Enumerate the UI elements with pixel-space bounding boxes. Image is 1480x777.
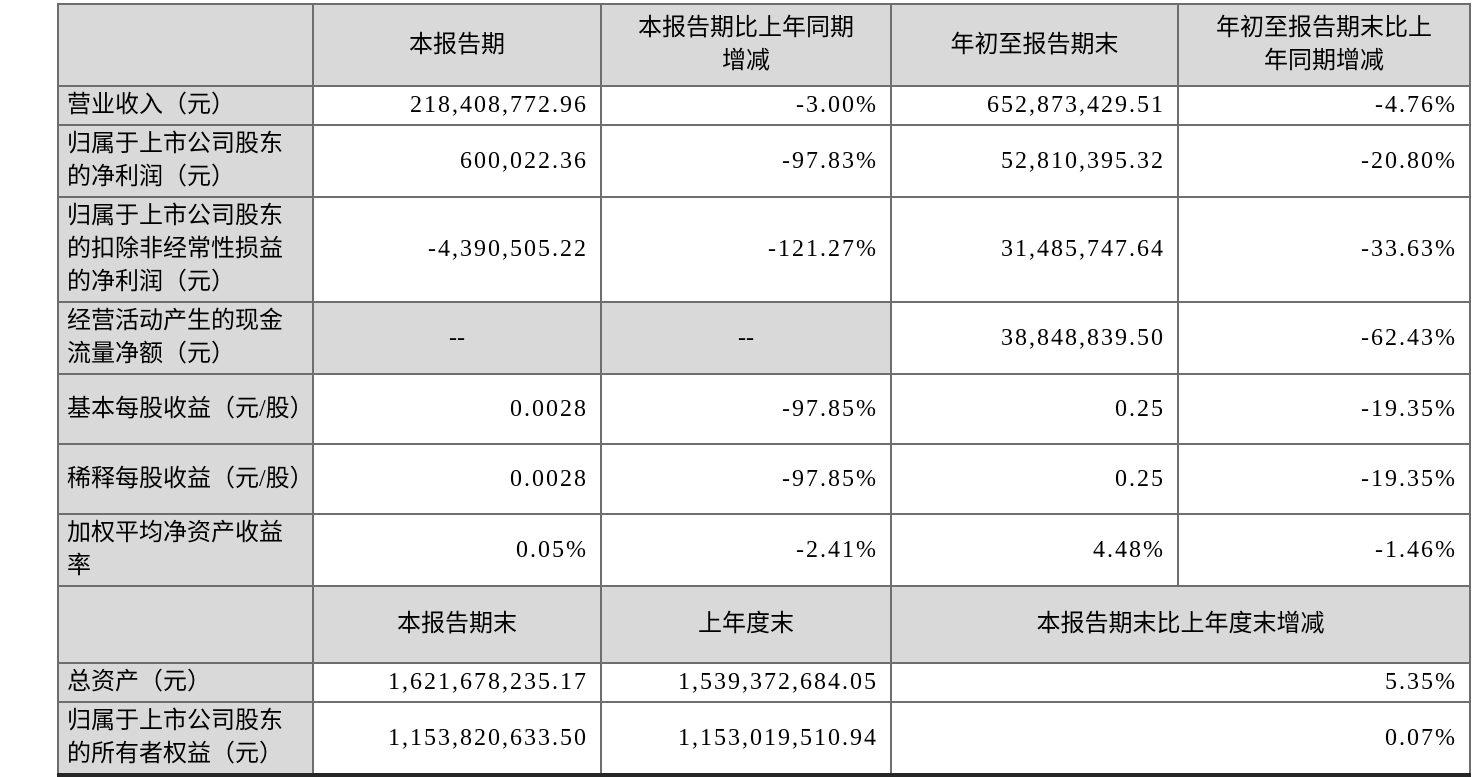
value-cell: -2.41%: [600, 513, 892, 587]
value-cell: -97.85%: [600, 443, 892, 515]
header-label: 本报告期比上年同期增减: [638, 15, 854, 74]
header-period-end-vs-prior-year-change: 本报告期末比上年度末增减: [890, 585, 1471, 664]
row-label: 稀释每股收益（元/股）: [57, 443, 314, 515]
table-row-diluted-eps: 稀释每股收益（元/股） 0.0028 -97.85% 0.25 -19.35%: [57, 443, 1471, 515]
value-cell: 1,621,678,235.17: [312, 662, 602, 703]
row-label: 归属于上市公司股东的净利润（元）: [57, 124, 314, 198]
row-label: 总资产（元）: [57, 662, 314, 703]
row-label: 归属于上市公司股东的扣除非经常性损益的净利润（元）: [57, 196, 314, 303]
header-label: 年初至报告期末比上年同期增减: [1216, 15, 1432, 74]
header-ytd: 年初至报告期末: [890, 3, 1179, 87]
header-label: 年初至报告期末: [950, 31, 1119, 58]
value-cell: 0.25: [890, 373, 1179, 445]
header-label: 上年度末: [698, 611, 794, 637]
table-row-operating-revenue: 营业收入（元） 218,408,772.96 -3.00% 652,873,42…: [57, 85, 1471, 126]
value-cell: -19.35%: [1177, 443, 1471, 515]
header-label: 本报告期: [409, 31, 505, 58]
value-cell: -4,390,505.22: [312, 196, 602, 303]
section2-header-row: 本报告期末 上年度末 本报告期末比上年度末增减: [57, 585, 1471, 664]
table-row-total-assets: 总资产（元） 1,621,678,235.17 1,539,372,684.05…: [57, 662, 1471, 703]
corner-cell: [57, 585, 314, 664]
value-cell: 0.0028: [312, 443, 602, 515]
row-label: 营业收入（元）: [57, 85, 314, 126]
row-label: 基本每股收益（元/股）: [57, 373, 314, 445]
header-end-of-prior-year: 上年度末: [600, 585, 892, 664]
value-cell: 1,153,019,510.94: [600, 701, 892, 777]
row-label: 经营活动产生的现金流量净额（元）: [57, 301, 314, 375]
value-cell: 1,539,372,684.05: [600, 662, 892, 703]
header-end-of-period: 本报告期末: [312, 585, 602, 664]
value-cell-empty: --: [600, 301, 892, 375]
corner-cell: [57, 3, 314, 87]
value-cell: 600,022.36: [312, 124, 602, 198]
row-label: 归属于上市公司股东的所有者权益（元）: [57, 701, 314, 777]
table-row-owners-equity: 归属于上市公司股东的所有者权益（元） 1,153,820,633.50 1,15…: [57, 701, 1471, 777]
value-cell: 31,485,747.64: [890, 196, 1179, 303]
value-cell-empty: --: [312, 301, 602, 375]
value-cell: -121.27%: [600, 196, 892, 303]
value-cell: 38,848,839.50: [890, 301, 1179, 375]
section1-header-row: 本报告期 本报告期比上年同期增减 年初至报告期末 年初至报告期末比上年同期增减: [57, 3, 1471, 87]
row-label: 加权平均净资产收益率: [57, 513, 314, 587]
value-cell: 0.25: [890, 443, 1179, 515]
value-cell: -20.80%: [1177, 124, 1471, 198]
value-cell: -1.46%: [1177, 513, 1471, 587]
table-row-net-profit-attributable: 归属于上市公司股东的净利润（元） 600,022.36 -97.83% 52,8…: [57, 124, 1471, 198]
value-cell: 4.48%: [890, 513, 1179, 587]
header-label: 本报告期末比上年度末增减: [1036, 611, 1325, 637]
value-cell: 0.05%: [312, 513, 602, 587]
value-cell: 652,873,429.51: [890, 85, 1179, 126]
header-current-period: 本报告期: [312, 3, 602, 87]
value-cell: 0.07%: [890, 701, 1471, 777]
value-cell: 218,408,772.96: [312, 85, 602, 126]
value-cell: -33.63%: [1177, 196, 1471, 303]
value-cell: 1,153,820,633.50: [312, 701, 602, 777]
value-cell: -19.35%: [1177, 373, 1471, 445]
financial-summary-table: 本报告期 本报告期比上年同期增减 年初至报告期末 年初至报告期末比上年同期增减 …: [57, 3, 1471, 777]
value-cell: -62.43%: [1177, 301, 1471, 375]
value-cell: -97.83%: [600, 124, 892, 198]
table-row-weighted-avg-roe: 加权平均净资产收益率 0.05% -2.41% 4.48% -1.46%: [57, 513, 1471, 587]
header-label: 本报告期末: [397, 611, 517, 637]
value-cell: 52,810,395.32: [890, 124, 1179, 198]
header-ytd-yoy-change: 年初至报告期末比上年同期增减: [1177, 3, 1471, 87]
header-current-period-yoy-change: 本报告期比上年同期增减: [600, 3, 892, 87]
value-cell: -97.85%: [600, 373, 892, 445]
value-cell: -4.76%: [1177, 85, 1471, 126]
table-row-net-profit-excl-nonrecurring: 归属于上市公司股东的扣除非经常性损益的净利润（元） -4,390,505.22 …: [57, 196, 1471, 303]
table-row-basic-eps: 基本每股收益（元/股） 0.0028 -97.85% 0.25 -19.35%: [57, 373, 1471, 445]
value-cell: 0.0028: [312, 373, 602, 445]
table-row-operating-cash-flow: 经营活动产生的现金流量净额（元） -- -- 38,848,839.50 -62…: [57, 301, 1471, 375]
value-cell: 5.35%: [890, 662, 1471, 703]
value-cell: -3.00%: [600, 85, 892, 126]
